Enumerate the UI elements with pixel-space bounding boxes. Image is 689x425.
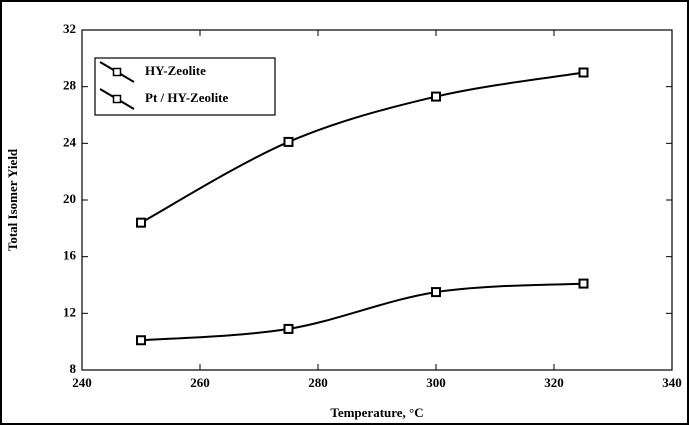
x-tick-label: 320 — [544, 375, 564, 390]
x-tick-label: 240 — [72, 375, 92, 390]
x-tick-label: 300 — [426, 375, 446, 390]
point-marker — [136, 335, 146, 346]
legend-marker — [112, 67, 122, 77]
x-tick-label: 280 — [308, 375, 328, 390]
x-axis-label: Temperature, °C — [330, 405, 423, 420]
point-marker — [431, 91, 441, 102]
series-line — [140, 71, 584, 224]
point-marker — [283, 323, 294, 334]
y-tick-label: 32 — [63, 21, 76, 36]
x-tick-label: 260 — [190, 375, 210, 390]
series-line — [140, 282, 584, 342]
legend-box — [94, 57, 276, 116]
point-marker — [283, 136, 294, 147]
y-tick-label: 8 — [70, 361, 77, 376]
y-tick-label: 20 — [63, 191, 76, 206]
legend-label: HY-Zeolite — [145, 63, 206, 78]
y-tick-label: 12 — [63, 304, 76, 319]
point-marker — [431, 287, 441, 298]
legend-label: Pt / HY-Zeolite — [145, 90, 229, 105]
legend-marker — [112, 94, 122, 104]
x-tick-label: 340 — [662, 375, 682, 390]
point-marker — [578, 67, 589, 78]
y-tick-label: 16 — [63, 248, 77, 263]
point-marker — [578, 278, 589, 289]
y-tick-label: 24 — [63, 134, 77, 149]
point-marker — [136, 217, 146, 228]
y-axis-label: Total Isomer Yield — [5, 148, 20, 251]
y-tick-label: 28 — [63, 78, 77, 93]
